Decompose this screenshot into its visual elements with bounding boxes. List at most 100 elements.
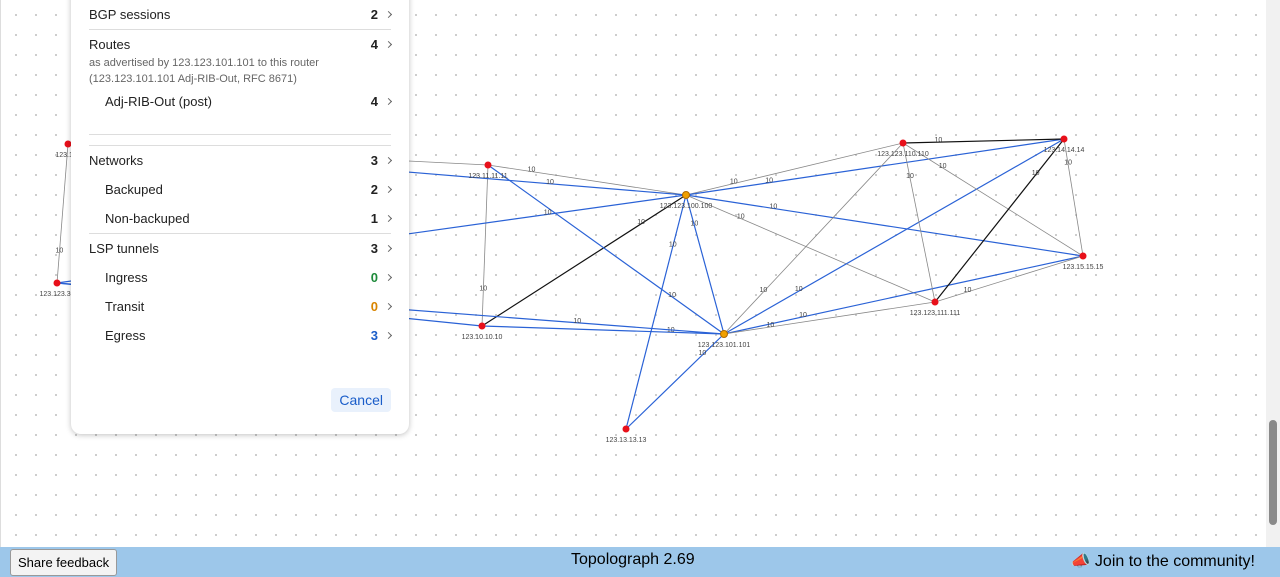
edge	[481, 164, 489, 327]
edge-metric: 10	[730, 179, 738, 186]
edge-metric: 10	[939, 163, 947, 170]
count: 1	[371, 211, 391, 226]
label: Networks	[89, 153, 144, 168]
edge	[934, 255, 1084, 303]
cancel-button[interactable]: Cancel	[331, 388, 391, 412]
sub-row[interactable]: Ingress 0	[89, 263, 391, 292]
edge	[56, 143, 69, 284]
edge	[723, 138, 1065, 335]
edge-metric: 10	[667, 327, 675, 334]
node[interactable]	[1079, 252, 1087, 260]
count: 3	[371, 328, 391, 343]
edge-metric: 10	[669, 241, 677, 248]
count: 2	[371, 7, 391, 22]
count: 4	[371, 94, 391, 109]
edge-metric: 10	[767, 322, 775, 329]
edge	[723, 142, 904, 335]
node-label: 123.123	[55, 152, 80, 159]
label: Routes	[89, 37, 131, 52]
node-label: 123.15.15.15	[1063, 264, 1104, 271]
count: 2	[371, 182, 391, 197]
node-label: 123.13.13.13	[606, 437, 647, 444]
node-label: 123.11.11.11	[468, 173, 507, 180]
edge-metric: 10	[699, 350, 707, 357]
edge-metric: 10	[1064, 160, 1072, 167]
note-line: (123.123.101.101 Adj-RIB-Out, RFC 8671)	[89, 73, 297, 85]
edge	[481, 194, 687, 327]
node[interactable]	[1060, 135, 1068, 143]
edge-metric: 10	[544, 209, 552, 216]
edge	[625, 194, 687, 430]
label: Ingress	[105, 270, 148, 285]
edge	[902, 138, 1065, 144]
edge-metric: 10	[546, 179, 554, 186]
edge	[685, 138, 1065, 196]
edge-metric: 10	[668, 292, 676, 299]
edge	[685, 194, 1084, 257]
edge-metric: 10	[479, 286, 487, 293]
node[interactable]	[64, 140, 72, 148]
count: 0	[371, 270, 391, 285]
feedback-button[interactable]: Share feedback	[10, 549, 118, 576]
edge-metric: 10	[573, 318, 581, 325]
count: 4	[371, 37, 391, 52]
edge-metric: 10	[769, 203, 777, 210]
node[interactable]	[720, 330, 728, 338]
count: 3	[371, 153, 391, 168]
edge	[487, 164, 725, 335]
edge	[625, 333, 725, 430]
edge-metric: 10	[56, 247, 64, 254]
node[interactable]	[484, 161, 492, 169]
edge-metric: 10	[737, 214, 745, 221]
lsp-row[interactable]: LSP tunnels 3	[89, 234, 391, 263]
node-label: 123.123.101.101	[698, 342, 751, 349]
edge	[723, 301, 936, 335]
node-label: 123.123.111.111	[910, 310, 961, 317]
edge-metric: 10	[528, 167, 536, 174]
node[interactable]	[682, 191, 690, 199]
sub-row[interactable]: Non-backuped 1	[89, 204, 391, 233]
edge	[1063, 138, 1084, 257]
label: Adj-RIB-Out (post)	[105, 94, 212, 109]
footer: Share feedback Topolograph 2.69 📣 Join t…	[0, 547, 1280, 577]
node[interactable]	[478, 322, 486, 330]
scroll-thumb[interactable]	[1269, 420, 1277, 525]
edge	[685, 142, 904, 196]
count: 3	[371, 241, 391, 256]
node[interactable]	[53, 279, 61, 287]
note: as advertised by 123.123.101.101 to this…	[89, 55, 391, 87]
edge-metric: 10	[759, 287, 767, 294]
label: Egress	[105, 328, 146, 343]
label: LSP tunnels	[89, 241, 159, 256]
edge	[723, 255, 1084, 335]
bgp-row[interactable]: BGP sessions 2	[89, 0, 391, 29]
node-label: 123.10.10.10	[462, 334, 503, 341]
edge	[685, 194, 725, 335]
sub-row[interactable]: Egress 3	[89, 321, 391, 350]
edge-metric: 10	[935, 137, 943, 144]
label: Transit	[105, 299, 145, 314]
edge-metric: 10	[765, 178, 773, 185]
sub-row[interactable]: Adj-RIB-Out (post) 4	[89, 87, 391, 116]
label: Backuped	[105, 182, 163, 197]
edge-metric: 10	[1032, 170, 1040, 177]
node[interactable]	[931, 298, 939, 306]
edge-metric: 10	[964, 287, 972, 294]
routes-row[interactable]: Routes 4	[89, 30, 391, 59]
node[interactable]	[622, 425, 630, 433]
edge	[902, 142, 1084, 257]
edge-metric: 10	[690, 221, 698, 228]
edge	[487, 164, 687, 196]
edge-metric: 10	[906, 173, 914, 180]
router-panel: BGP sessions 2 Routes 4 as advertised by 1…	[71, 0, 409, 434]
edge	[481, 325, 725, 335]
community-link[interactable]: 📣 Join to the community!	[1070, 553, 1255, 570]
edge-metric: 10	[795, 286, 803, 293]
sub-row[interactable]: Transit 0	[89, 292, 391, 321]
node[interactable]	[899, 139, 907, 147]
edge	[902, 142, 936, 303]
scrollbar	[1266, 0, 1280, 547]
networks-row[interactable]: Networks 3	[89, 146, 391, 175]
sub-row[interactable]: Backuped 2	[89, 175, 391, 204]
